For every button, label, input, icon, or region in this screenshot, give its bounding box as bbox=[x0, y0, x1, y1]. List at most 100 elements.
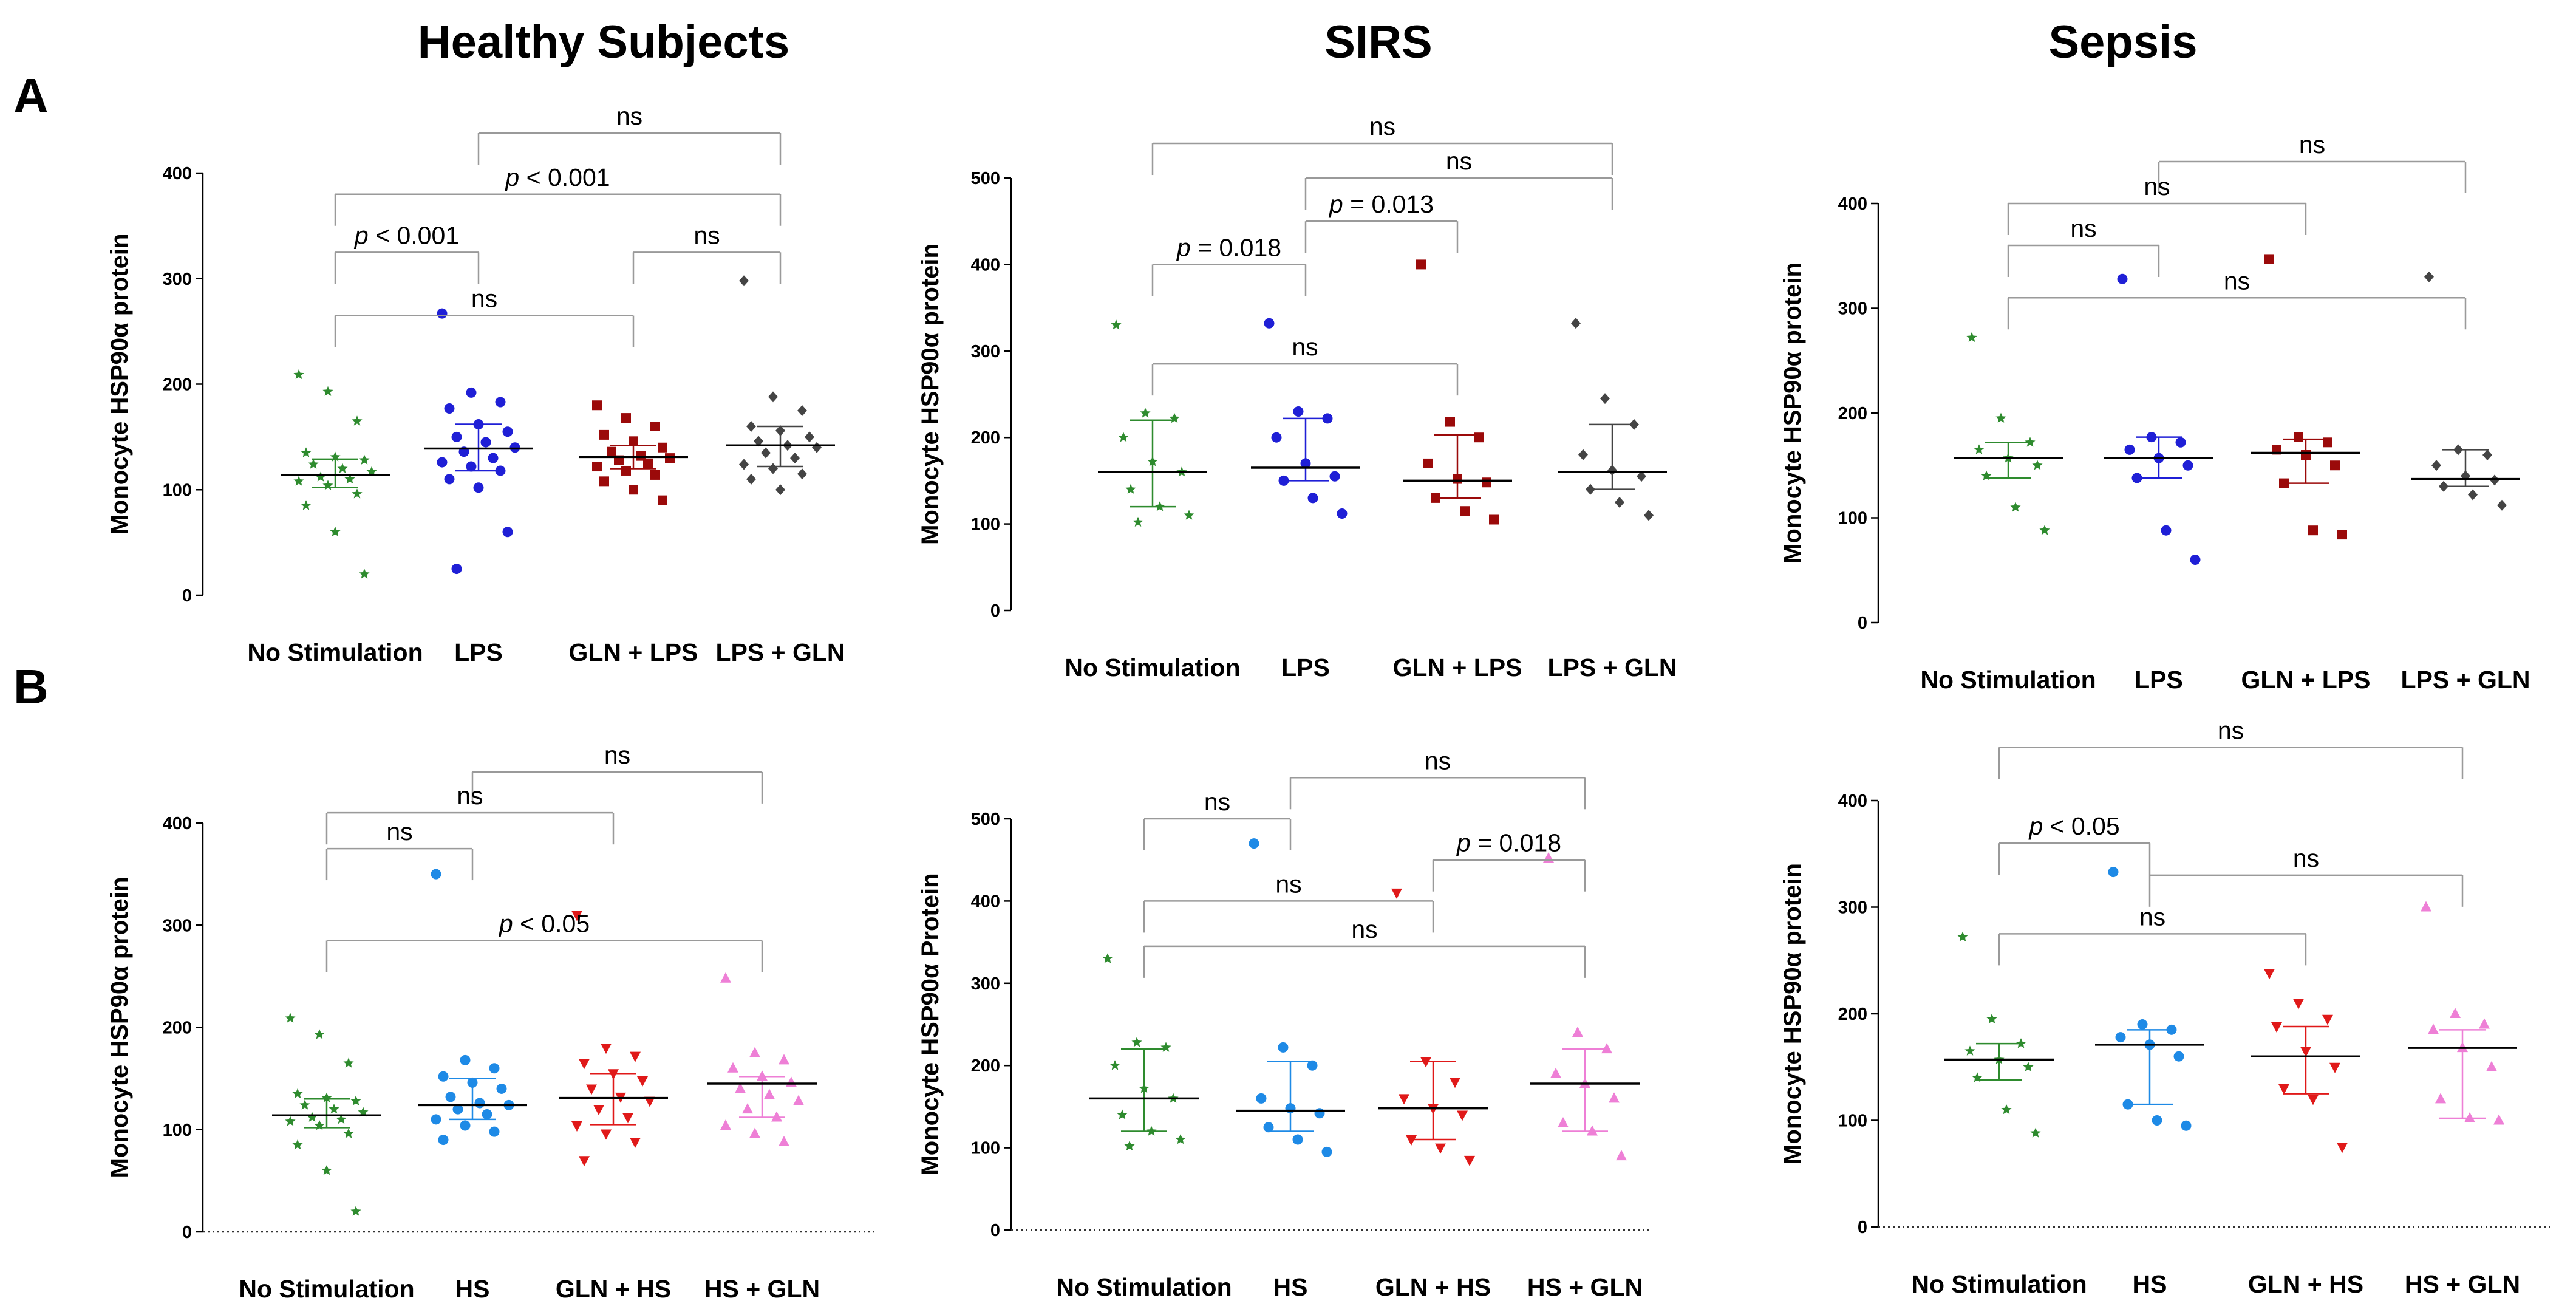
significance-label: p < 0.05 bbox=[2028, 812, 2119, 840]
x-category-label: LPS bbox=[454, 638, 503, 666]
chart-B-sepsis: 0 100 200 300 400 Monocyte HSP90α protein No S… bbox=[1779, 716, 2550, 1298]
data-point bbox=[330, 526, 341, 536]
data-point bbox=[2137, 1019, 2148, 1030]
comparison-bracket: p = 0.018 bbox=[1432, 829, 1586, 892]
data-point bbox=[1125, 483, 1136, 494]
series-hs_gln bbox=[1530, 852, 1640, 1161]
data-point bbox=[754, 436, 763, 447]
series-gln_hs bbox=[559, 911, 668, 1167]
data-point bbox=[1974, 444, 1985, 454]
data-point bbox=[1249, 838, 1259, 849]
data-point bbox=[1423, 458, 1433, 468]
data-point bbox=[1572, 1027, 1583, 1037]
data-point bbox=[1263, 1122, 1274, 1133]
data-point bbox=[1307, 493, 1318, 504]
data-point bbox=[1329, 471, 1340, 482]
data-point bbox=[1147, 456, 1158, 466]
significance-label: p = 0.018 bbox=[1456, 829, 1561, 857]
data-point bbox=[315, 471, 326, 482]
data-point bbox=[599, 476, 609, 487]
data-point bbox=[637, 1076, 648, 1087]
data-point bbox=[437, 457, 448, 468]
data-point bbox=[502, 426, 513, 437]
data-point bbox=[343, 1057, 354, 1068]
comparison-bracket: p = 0.013 bbox=[1304, 190, 1459, 253]
data-point bbox=[2308, 1095, 2319, 1105]
data-point bbox=[2329, 1062, 2340, 1073]
data-point bbox=[301, 447, 312, 457]
y-tick-label: 0 bbox=[990, 1221, 1000, 1240]
data-point bbox=[336, 1113, 347, 1124]
data-point bbox=[1431, 493, 1440, 503]
data-point bbox=[358, 1107, 369, 1117]
data-point bbox=[2294, 432, 2303, 442]
data-point bbox=[2117, 273, 2128, 284]
data-point bbox=[586, 1084, 597, 1095]
data-point bbox=[1453, 474, 1462, 484]
data-point bbox=[2173, 1051, 2184, 1062]
comparison-bracket: p < 0.05 bbox=[1998, 812, 2151, 875]
significance-label: ns bbox=[1425, 747, 1451, 774]
data-point bbox=[2182, 460, 2193, 471]
data-point bbox=[322, 480, 333, 490]
data-point bbox=[2278, 1084, 2289, 1095]
data-point bbox=[1406, 1135, 1417, 1146]
significance-label-p: p bbox=[1176, 233, 1191, 261]
significance-label: ns bbox=[616, 102, 642, 130]
data-point bbox=[790, 453, 800, 464]
data-point bbox=[438, 1135, 449, 1146]
data-point bbox=[444, 403, 455, 414]
data-point bbox=[1133, 516, 1143, 527]
data-point bbox=[658, 442, 667, 453]
x-category-label: HS bbox=[455, 1275, 490, 1303]
data-point bbox=[2439, 480, 2448, 492]
data-point bbox=[1131, 1037, 1142, 1047]
data-point bbox=[720, 1119, 731, 1130]
data-point bbox=[786, 1076, 797, 1087]
data-point bbox=[366, 466, 377, 476]
data-point bbox=[768, 391, 778, 403]
data-point bbox=[1966, 332, 1977, 343]
data-point bbox=[452, 1104, 463, 1115]
data-point bbox=[451, 431, 462, 442]
data-point bbox=[2421, 901, 2431, 912]
data-point bbox=[1558, 1116, 1569, 1127]
data-point bbox=[1464, 1155, 1475, 1166]
y-axis-label: Monocyte HSP90α protein bbox=[106, 877, 133, 1178]
y-tick-label: 400 bbox=[1838, 791, 1867, 811]
significance-label: p < 0.001 bbox=[353, 221, 459, 249]
data-point bbox=[285, 1116, 296, 1126]
data-point bbox=[293, 369, 304, 380]
panel-letter-a: A bbox=[13, 69, 49, 123]
significance-label: p = 0.018 bbox=[1176, 233, 1281, 261]
x-category-label: HS + GLN bbox=[1527, 1273, 1643, 1301]
comparison-bracket: ns bbox=[2148, 844, 2464, 907]
x-category-label: HS bbox=[2133, 1270, 2167, 1298]
significance-label-value: = 0.013 bbox=[1343, 190, 1434, 218]
series-lps bbox=[2104, 273, 2213, 565]
significance-label: ns bbox=[2070, 214, 2096, 242]
data-point bbox=[1285, 1103, 1296, 1114]
data-point bbox=[629, 436, 638, 446]
data-point bbox=[330, 451, 341, 462]
comparison-bracket: ns bbox=[325, 782, 615, 845]
data-point bbox=[1615, 497, 1624, 508]
data-point bbox=[480, 437, 491, 448]
data-point bbox=[2015, 1038, 2026, 1048]
significance-label: ns bbox=[693, 221, 720, 249]
significance-label-value: = 0.018 bbox=[1471, 829, 1561, 857]
data-point bbox=[739, 275, 749, 287]
data-point bbox=[1293, 406, 1304, 417]
data-point bbox=[1445, 417, 1455, 427]
data-point bbox=[2166, 1024, 2177, 1035]
data-point bbox=[1175, 1134, 1186, 1144]
data-point bbox=[2122, 1099, 2133, 1110]
comparison-bracket: ns bbox=[325, 818, 474, 881]
data-point bbox=[739, 459, 749, 470]
significance-label: ns bbox=[1292, 333, 1318, 361]
significance-label: p < 0.001 bbox=[504, 163, 610, 191]
chart-A-healthy: 0 100 200 300 400 Monocyte HSP90α protein No S… bbox=[106, 102, 845, 666]
series-no_stimulation bbox=[1954, 332, 2063, 535]
data-point bbox=[2337, 1143, 2348, 1153]
data-point bbox=[2010, 502, 2021, 512]
